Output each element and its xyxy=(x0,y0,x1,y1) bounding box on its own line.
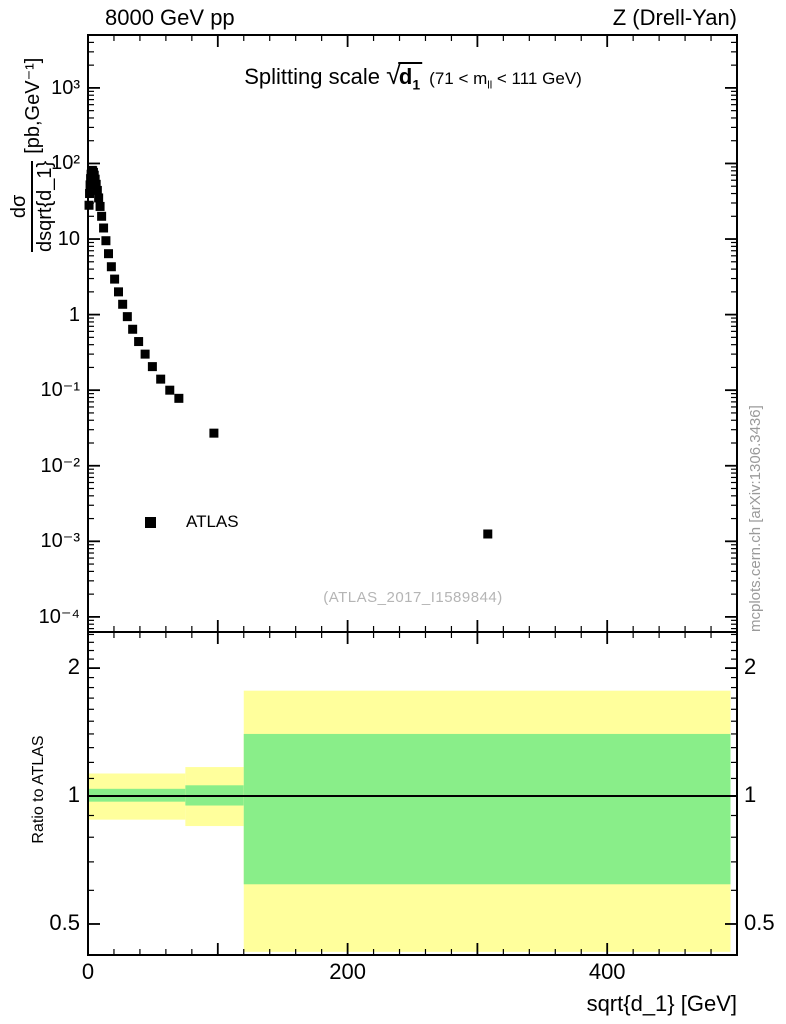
plot-title: Splitting scale √d1 (71 < mll < 111 GeV) xyxy=(244,60,582,92)
legend-label: ATLAS xyxy=(186,512,239,531)
data-point xyxy=(91,179,101,189)
data-point xyxy=(99,223,109,233)
data-point xyxy=(95,201,105,211)
fraction-bar xyxy=(31,160,33,252)
legend-marker xyxy=(145,517,156,528)
mass-range-pre: (71 < m xyxy=(429,69,488,88)
data-point xyxy=(85,189,95,199)
data-point xyxy=(101,236,111,246)
data-point xyxy=(92,185,102,195)
y-axis-denominator: dsqrt{d_1} xyxy=(34,160,56,252)
data-point xyxy=(106,262,116,272)
data-point xyxy=(97,211,107,221)
x-axis-label: sqrt{d_1} [GeV] xyxy=(586,991,737,1016)
data-point xyxy=(156,374,166,384)
sqrt-radicand: d1 xyxy=(397,62,423,93)
data-point xyxy=(165,385,175,395)
data-point xyxy=(147,362,157,372)
data-point xyxy=(209,428,219,438)
data-point xyxy=(134,337,144,347)
beam-info: 8000 GeV pp xyxy=(105,5,235,30)
sqrt-symbol: √ xyxy=(386,60,401,90)
uncertainty-band-inner xyxy=(243,733,731,885)
data-point xyxy=(110,274,120,284)
data-point xyxy=(114,287,124,297)
mcplots-citation: mcplots.cern.ch [arXiv:1306.3436] xyxy=(747,405,764,632)
y-axis-units: [pb,GeV⁻¹] xyxy=(21,57,44,154)
plot-title-text: Splitting scale xyxy=(244,64,387,89)
data-point xyxy=(84,200,94,210)
data-point xyxy=(122,312,132,322)
data-point xyxy=(174,393,184,403)
data-point xyxy=(140,349,150,359)
data-point xyxy=(128,324,138,334)
radicand-text: d xyxy=(398,64,413,89)
data-point xyxy=(118,299,128,309)
ratio-plot-frame xyxy=(87,631,738,956)
main-plot-frame xyxy=(87,34,738,633)
radicand-subscript: 1 xyxy=(412,76,421,93)
mass-range-post: < 111 GeV) xyxy=(492,69,582,88)
mass-range-subscript: ll xyxy=(487,79,493,92)
data-point xyxy=(483,529,493,539)
data-point xyxy=(90,174,100,184)
data-point xyxy=(104,249,114,259)
data-point xyxy=(94,193,104,203)
y-axis-fraction: dσ dsqrt{d_1} xyxy=(8,160,56,252)
y-axis-label: dσ dsqrt{d_1} [pb,GeV⁻¹] xyxy=(8,58,56,252)
analysis-watermark: (ATLAS_2017_I1589844) xyxy=(323,589,503,606)
process-info: Z (Drell-Yan) xyxy=(612,5,737,30)
data-point xyxy=(85,180,95,190)
y-axis-numerator: dσ xyxy=(8,194,30,219)
mass-range: (71 < mll < 111 GeV) xyxy=(429,69,582,92)
ratio-y-axis-label: Ratio to ATLAS xyxy=(30,735,47,844)
